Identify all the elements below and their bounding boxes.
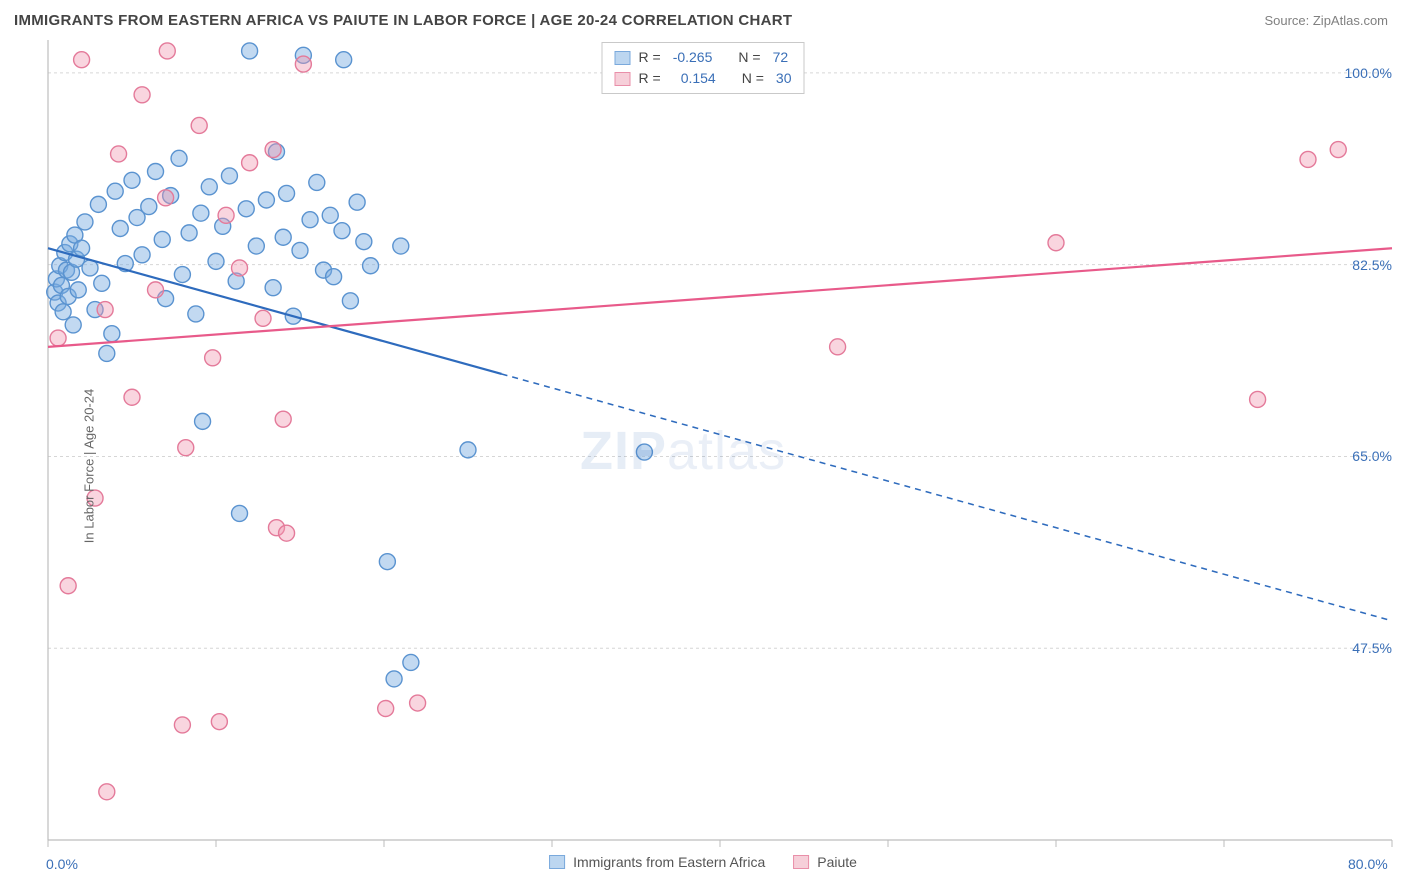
- series-label-1: Immigrants from Eastern Africa: [573, 854, 765, 870]
- legend-n-value-1: 72: [769, 47, 789, 68]
- y-tick-label: 47.5%: [1352, 640, 1392, 656]
- series-legend-item-2: Paiute: [793, 854, 857, 870]
- chart-title: IMMIGRANTS FROM EASTERN AFRICA VS PAIUTE…: [14, 12, 792, 29]
- series-legend: Immigrants from Eastern Africa Paiute: [549, 854, 857, 870]
- legend-r-value-2: 0.154: [669, 68, 716, 89]
- x-tick-max: 80.0%: [1348, 856, 1388, 872]
- legend-swatch-1: [615, 51, 631, 65]
- correlation-legend: R = -0.265 N = 72 R = 0.154 N = 30: [602, 42, 805, 94]
- y-tick-label: 65.0%: [1352, 448, 1392, 464]
- legend-r-value-1: -0.265: [669, 47, 713, 68]
- y-axis-label: In Labor Force | Age 20-24: [82, 389, 97, 543]
- x-tick-min: 0.0%: [46, 856, 78, 872]
- legend-n-value-2: 30: [772, 68, 792, 89]
- series-label-2: Paiute: [817, 854, 857, 870]
- scatter-plot-svg: [0, 40, 1406, 892]
- series-swatch-1: [549, 855, 565, 869]
- legend-r-label-2: R =: [639, 68, 661, 89]
- chart-header: IMMIGRANTS FROM EASTERN AFRICA VS PAIUTE…: [0, 0, 1406, 40]
- plot-area: In Labor Force | Age 20-24 ZIPatlas R = …: [0, 40, 1406, 892]
- y-tick-label: 100.0%: [1345, 65, 1392, 81]
- legend-row-2: R = 0.154 N = 30: [615, 68, 792, 89]
- legend-n-label-2: N =: [742, 68, 764, 89]
- legend-r-label-1: R =: [639, 47, 661, 68]
- series-legend-item-1: Immigrants from Eastern Africa: [549, 854, 765, 870]
- y-tick-label: 82.5%: [1352, 257, 1392, 273]
- legend-n-label-1: N =: [738, 47, 760, 68]
- legend-row-1: R = -0.265 N = 72: [615, 47, 792, 68]
- series-swatch-2: [793, 855, 809, 869]
- chart-source: Source: ZipAtlas.com: [1264, 13, 1388, 28]
- legend-swatch-2: [615, 72, 631, 86]
